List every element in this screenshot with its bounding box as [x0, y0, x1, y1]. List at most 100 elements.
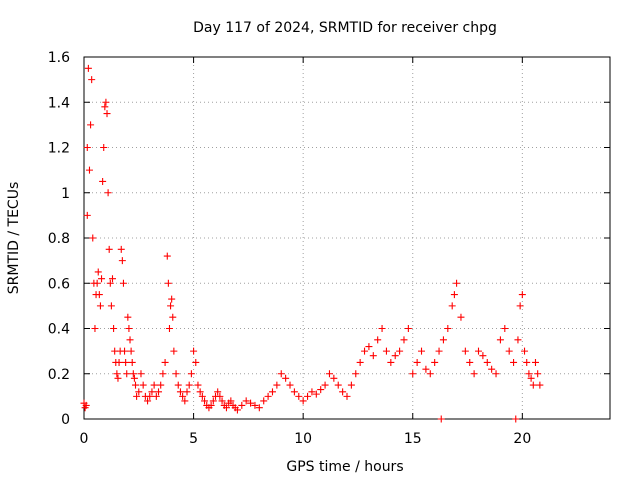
data-point	[169, 313, 177, 321]
data-point	[127, 347, 135, 355]
data-point	[488, 365, 496, 373]
data-point	[352, 370, 360, 378]
data-point	[91, 325, 99, 332]
data-point	[137, 370, 145, 378]
data-point	[150, 381, 158, 389]
data-point	[121, 347, 129, 355]
data-point	[133, 392, 141, 400]
data-point	[110, 325, 118, 332]
data-point	[93, 279, 101, 287]
data-point	[207, 401, 215, 409]
data-point	[534, 370, 542, 378]
data-point	[123, 370, 131, 378]
data-point	[107, 302, 115, 310]
data-point	[273, 381, 281, 389]
data-point	[159, 370, 167, 378]
data-point	[369, 352, 377, 360]
data-point	[172, 370, 180, 378]
y-tick-label: 0.4	[48, 322, 70, 338]
data-point	[343, 392, 351, 400]
data-point	[99, 177, 107, 185]
data-point	[255, 404, 263, 412]
data-point	[312, 390, 320, 398]
data-point	[404, 325, 412, 332]
data-point	[128, 358, 136, 366]
data-point	[437, 415, 445, 423]
data-point	[155, 388, 163, 396]
data-point	[122, 358, 130, 366]
data-point	[194, 381, 202, 389]
data-point	[148, 388, 156, 396]
y-tick-label: 0.2	[48, 367, 70, 383]
data-point	[391, 352, 399, 360]
data-point	[514, 336, 522, 344]
data-point	[365, 343, 373, 351]
data-point	[101, 103, 109, 111]
data-point	[531, 358, 539, 366]
data-point	[268, 388, 276, 396]
y-tick-label: 1	[61, 186, 70, 202]
data-point	[119, 279, 127, 287]
data-point	[126, 336, 134, 344]
data-point	[529, 381, 537, 389]
data-point	[431, 358, 439, 366]
data-point	[115, 358, 123, 366]
x-tick-label: 20	[513, 431, 531, 447]
data-point	[84, 64, 92, 72]
y-tick-label: 1.6	[48, 50, 70, 66]
data-point	[501, 325, 509, 332]
data-point	[264, 392, 272, 400]
x-tick-label: 0	[80, 431, 89, 447]
data-point	[356, 358, 364, 366]
data-point	[450, 291, 458, 299]
data-point	[170, 347, 178, 355]
data-point	[387, 358, 395, 366]
data-point	[87, 121, 95, 129]
data-point	[518, 291, 526, 299]
data-point	[479, 352, 487, 360]
data-point	[413, 358, 421, 366]
y-tick-label: 1.2	[48, 141, 70, 157]
data-point	[125, 325, 133, 332]
axis-ticks: 0 5 10 15 20 0 0.2 0.4 0.6 0.8 1 1.2 1.4 1.6	[48, 50, 610, 447]
data-point	[444, 325, 452, 332]
data-point	[192, 358, 200, 366]
data-point	[165, 325, 173, 332]
data-point	[512, 415, 520, 423]
grid-lines	[84, 57, 610, 419]
data-point	[521, 347, 529, 355]
data-point	[95, 291, 103, 299]
data-point	[117, 245, 125, 253]
data-point	[161, 358, 169, 366]
data-point	[525, 370, 533, 378]
data-point	[374, 336, 382, 344]
x-tick-label: 15	[404, 431, 422, 447]
chart-title: Day 117 of 2024, SRMTID for receiver chp…	[193, 20, 497, 36]
data-point	[214, 388, 222, 396]
data-point	[163, 252, 171, 260]
data-point	[198, 392, 206, 400]
data-point	[330, 374, 338, 382]
data-point	[139, 381, 147, 389]
data-point	[286, 381, 294, 389]
y-tick-label: 0.8	[48, 231, 70, 247]
data-point	[439, 336, 447, 344]
data-point	[295, 392, 303, 400]
data-point	[168, 295, 176, 303]
data-point	[104, 189, 112, 197]
data-point	[196, 388, 204, 396]
data-point	[260, 397, 268, 405]
data-point	[130, 374, 138, 382]
data-point	[157, 381, 165, 389]
data-point	[132, 381, 140, 389]
data-point	[492, 370, 500, 378]
data-point	[94, 268, 102, 276]
data-point	[510, 358, 518, 366]
data-point	[536, 381, 544, 389]
data-point	[146, 392, 154, 400]
data-point	[347, 381, 355, 389]
data-point	[409, 370, 417, 378]
data-point	[435, 347, 443, 355]
data-point	[339, 388, 347, 396]
x-tick-label: 5	[189, 431, 198, 447]
